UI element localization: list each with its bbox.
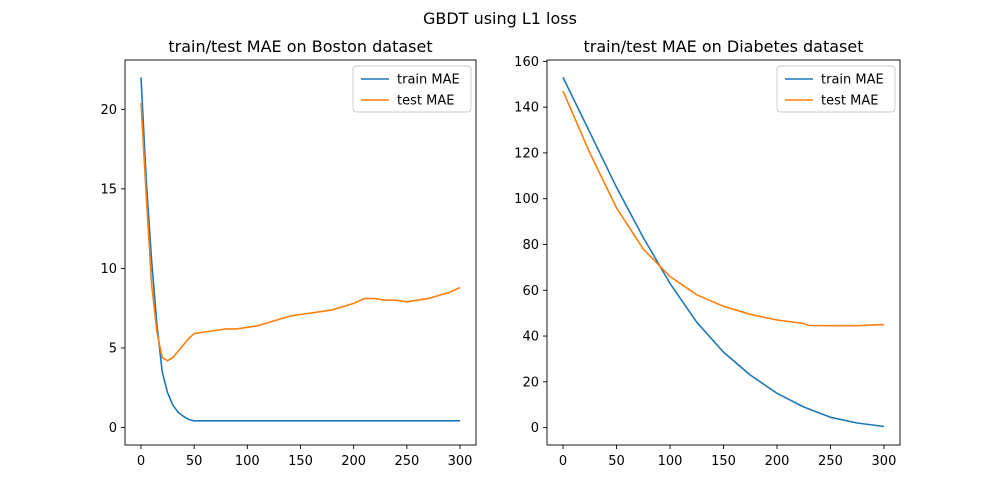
boston-x-tick-label: 250 [394,454,419,469]
boston-y-tick-label: 15 [100,182,117,197]
diabetes-series-train-mae-line [562,77,885,428]
diabetes-y-tick-label: 140 [514,101,539,116]
diabetes-legend: train MAE test MAE [776,65,896,113]
boston-chart-title: train/test MAE on Boston dataset [168,37,432,56]
diabetes-x-tick-label: 250 [818,454,843,469]
boston-axes-frame [124,59,477,446]
diabetes-x-tick-label: 50 [608,454,625,469]
boston-y-tick-label: 5 [109,341,117,356]
diabetes-x-tick-label: 300 [872,454,897,469]
diabetes-x-tick-label: 150 [711,454,736,469]
boston-legend-label: train MAE [397,73,460,88]
diabetes-y-tick-label: 0 [531,421,539,436]
diabetes-y-tick-label: 60 [522,284,539,299]
boston-legend-label: test MAE [397,94,454,109]
diabetes-y-tick-label: 80 [522,238,539,253]
diabetes-x-tick-label: 200 [765,454,790,469]
boston-series-train-mae-line [140,77,460,422]
diabetes-panel: train/test MAE on Diabetes dataset 0 50 100… [514,37,901,469]
diabetes-axes-frame [546,59,901,446]
boston-x-tick-label: 50 [186,454,203,469]
boston-x-tick-label: 150 [288,454,313,469]
boston-x-tick-label: 200 [341,454,366,469]
diabetes-y-tick-label: 20 [522,375,539,390]
figure-title: GBDT using L1 loss [423,9,577,28]
diabetes-x-tick-label: 0 [559,454,567,469]
boston-x-tick-label: 300 [448,454,473,469]
diabetes-y-tick-label: 120 [514,146,539,161]
boston-x-tick-label: 0 [137,454,145,469]
diabetes-y-tick-label: 100 [514,192,539,207]
diabetes-legend-label: train MAE [821,73,884,88]
diabetes-x-tick-label: 100 [658,454,683,469]
diabetes-legend-label: test MAE [821,94,878,109]
boston-x-tick-label: 100 [235,454,260,469]
boston-series-test-mae-line [140,102,461,362]
boston-legend: train MAE test MAE [352,65,472,113]
diabetes-chart-title: train/test MAE on Diabetes dataset [583,37,863,56]
diabetes-series-test-mae-line [562,90,885,327]
diabetes-y-tick-label: 160 [514,55,539,70]
boston-y-tick-label: 10 [100,262,117,277]
boston-y-tick-label: 0 [109,421,117,436]
boston-y-tick-label: 20 [100,103,117,118]
diabetes-y-tick-label: 40 [522,330,539,345]
